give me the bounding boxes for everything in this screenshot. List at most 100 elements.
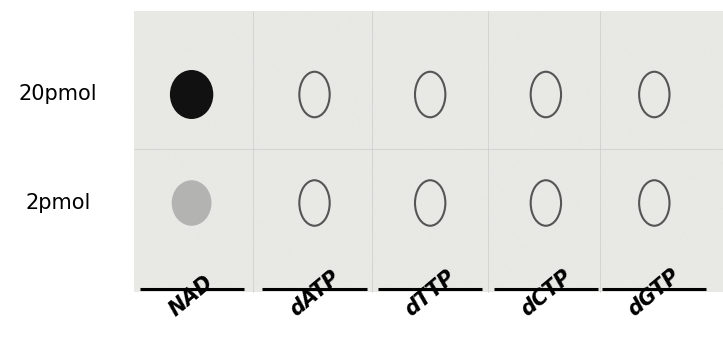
Point <box>523 133 534 139</box>
Point <box>459 169 471 175</box>
Point <box>210 250 222 256</box>
Point <box>495 132 507 138</box>
Point <box>383 209 395 215</box>
Point <box>243 122 254 128</box>
Point <box>653 108 664 113</box>
Point <box>408 164 420 169</box>
Point <box>291 70 303 75</box>
Point <box>206 110 218 116</box>
Point <box>416 225 427 230</box>
Point <box>658 188 669 193</box>
Point <box>356 284 368 290</box>
Point <box>283 162 295 168</box>
Point <box>325 279 336 284</box>
Point <box>215 80 226 86</box>
Point <box>532 42 544 48</box>
Point <box>590 180 602 186</box>
Point <box>705 198 716 203</box>
Point <box>411 23 422 29</box>
Point <box>635 278 646 283</box>
Point <box>676 40 688 45</box>
Point <box>163 79 174 85</box>
Point <box>668 152 680 158</box>
Point <box>156 182 168 188</box>
Point <box>304 96 316 101</box>
Point <box>711 284 722 290</box>
Point <box>328 17 340 23</box>
Point <box>651 201 662 206</box>
Point <box>555 41 567 46</box>
Point <box>147 85 159 91</box>
Point <box>270 151 282 156</box>
Point <box>348 186 359 191</box>
Point <box>386 186 398 192</box>
Point <box>203 141 215 147</box>
Point <box>167 99 179 105</box>
Point <box>522 168 534 174</box>
Point <box>624 67 636 73</box>
Point <box>674 113 685 119</box>
Point <box>147 47 159 52</box>
Point <box>416 235 427 241</box>
Point <box>243 59 254 65</box>
Point <box>668 146 680 152</box>
Point <box>552 233 563 238</box>
Point <box>525 58 536 64</box>
Point <box>607 186 618 191</box>
Point <box>354 142 366 147</box>
Point <box>178 141 189 146</box>
Point <box>518 206 529 212</box>
Point <box>686 33 698 39</box>
Point <box>656 192 668 197</box>
Point <box>201 120 213 126</box>
Point <box>306 140 317 146</box>
Point <box>569 181 581 187</box>
Point <box>645 33 656 38</box>
Point <box>270 112 282 117</box>
Point <box>340 116 351 122</box>
Point <box>153 37 164 43</box>
Point <box>456 48 468 54</box>
Point <box>141 251 153 257</box>
Point <box>586 208 598 214</box>
Point <box>171 283 183 289</box>
Point <box>479 78 490 84</box>
Point <box>435 181 447 187</box>
Point <box>323 202 335 208</box>
Point <box>481 134 492 140</box>
Point <box>237 155 249 161</box>
Point <box>278 36 289 41</box>
Point <box>321 268 333 273</box>
Point <box>635 48 646 54</box>
Point <box>235 231 247 237</box>
Point <box>679 139 690 144</box>
Point <box>346 180 358 186</box>
Point <box>646 112 657 118</box>
Point <box>146 114 158 119</box>
Point <box>480 52 492 58</box>
Point <box>155 263 167 268</box>
Point <box>286 158 298 163</box>
Point <box>234 127 245 133</box>
Point <box>305 72 317 78</box>
Point <box>203 41 215 46</box>
Point <box>129 121 140 126</box>
Point <box>354 59 366 64</box>
Point <box>441 203 453 208</box>
Point <box>147 175 159 181</box>
Point <box>574 223 586 229</box>
Point <box>574 40 586 46</box>
Point <box>181 130 193 135</box>
Point <box>176 187 188 193</box>
Point <box>522 132 534 137</box>
Point <box>518 17 529 23</box>
Point <box>416 104 427 110</box>
Point <box>146 170 158 176</box>
Point <box>293 202 304 208</box>
Point <box>651 147 662 152</box>
Point <box>198 219 210 224</box>
Point <box>477 111 489 116</box>
Point <box>484 211 496 216</box>
Point <box>529 239 540 245</box>
Point <box>369 131 381 137</box>
